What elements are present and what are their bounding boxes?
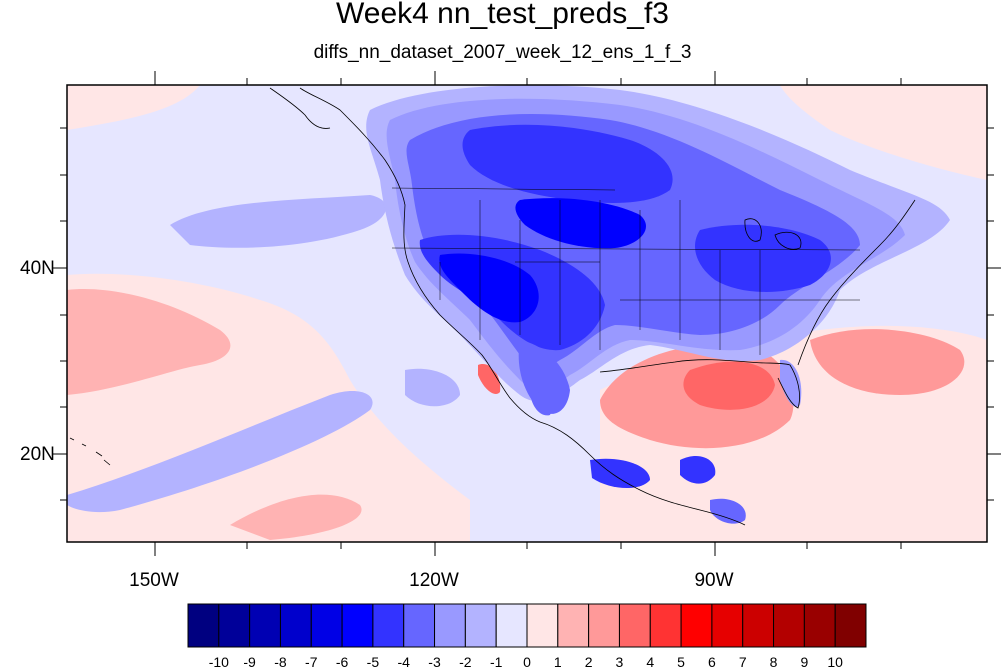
colorbar-box-7 (403, 603, 436, 648)
colorbar-box-3 (279, 603, 312, 648)
great-lakes (744, 218, 802, 250)
lat-label-20n: 20N (20, 444, 55, 465)
lat-label-40n: 40N (20, 258, 55, 279)
field-red-gulf-core (683, 361, 775, 410)
colorbar-box-11 (526, 603, 559, 648)
colorbar-box-2 (249, 603, 281, 648)
field-blue-core-north (462, 124, 673, 203)
colorbar-box-17 (711, 603, 744, 648)
colorbar-label-16: 6 (708, 654, 716, 670)
coastline-alaska (269, 87, 331, 129)
colorbar-box-1 (218, 603, 251, 648)
colorbar-box-13 (588, 603, 620, 648)
lon-label-90w: 90W (694, 570, 734, 591)
colorbar-label-0: -10 (208, 654, 229, 670)
colorbar-box-6 (372, 603, 405, 648)
colorbar-label-15: 5 (677, 654, 685, 670)
colorbar-box-19 (773, 603, 805, 648)
colorbar-box-16 (680, 603, 713, 648)
colorbar-label-1: -9 (243, 654, 256, 670)
colorbar-box-20 (803, 603, 836, 648)
colorbar-box-0 (187, 603, 220, 648)
colorbar-box-21 (834, 603, 867, 648)
colorbar-label-12: 2 (584, 654, 593, 670)
colorbar-label-9: -1 (489, 654, 503, 670)
colorbar-box-8 (434, 603, 466, 648)
colorbar-box-10 (495, 603, 528, 648)
colorbar-label-3: -7 (305, 654, 318, 670)
field-red-south-pacific (230, 494, 362, 540)
colorbar-label-17: 7 (738, 654, 747, 670)
colorbar-box-5 (341, 603, 374, 648)
colorbar-box-9 (464, 603, 497, 648)
field-blue-central-america (710, 498, 746, 524)
coastline-gulf (599, 359, 800, 409)
field-blue-core-plains (515, 198, 646, 249)
colorbar-label-11: 1 (553, 654, 562, 670)
field-red-pacific-ne (67, 85, 200, 130)
colorbar-box-15 (649, 603, 682, 648)
colorbar-label-20: 10 (827, 654, 843, 670)
colorbar-label-14: 4 (646, 654, 655, 670)
field-blue-florida (780, 359, 802, 408)
field-blue-core-southwest (439, 253, 539, 323)
lon-label-150w: 150W (129, 570, 179, 591)
map-outlines (69, 87, 916, 526)
map-field (67, 85, 987, 542)
colorbar-label-8: -2 (459, 654, 472, 670)
field-blue-pacific-patch (405, 368, 460, 407)
field-blue-pacific-upper (170, 195, 387, 248)
state-borders (391, 187, 861, 355)
field-blue-core-east (695, 224, 831, 292)
colorbar-boxes (187, 603, 867, 648)
field-blue-baja-lower (530, 390, 552, 416)
colorbar-label-7: -3 (428, 654, 441, 670)
colorbar-label-4: -6 (335, 654, 349, 670)
colorbar-label-10: 0 (523, 654, 531, 670)
colorbar-label-6: -4 (397, 654, 410, 670)
colorbar-label-18: 8 (769, 654, 778, 670)
colorbar-box-18 (742, 603, 775, 648)
coastline-north-america (299, 87, 746, 526)
field-blue-yucatan-east (680, 455, 716, 484)
colorbar-box-4 (310, 603, 343, 648)
colorbar-box-12 (557, 603, 590, 648)
colorbar-label-2: -8 (274, 654, 287, 670)
field-blue-caribbean-blob (590, 458, 650, 489)
hawaii-islands (69, 437, 111, 466)
plot-title: Week4 nn_test_preds_f3 (335, 0, 669, 30)
colorbar-box-14 (618, 603, 651, 648)
colorbar-label-19: 9 (800, 654, 809, 670)
field-blue-pacific-band (67, 390, 373, 513)
plot-subtitle: diffs_nn_dataset_2007_week_12_ens_1_f_3 (313, 42, 692, 63)
field-red-north-right (780, 85, 987, 180)
colorbar-label-13: 3 (615, 654, 624, 670)
field-red-west-pacific (67, 289, 231, 395)
colorbar-label-5: -5 (366, 654, 380, 670)
lon-label-120w: 120W (409, 570, 459, 591)
field-red-atlantic (810, 329, 965, 395)
map-ticks (53, 71, 1001, 556)
coastline-atlantic (797, 199, 916, 366)
